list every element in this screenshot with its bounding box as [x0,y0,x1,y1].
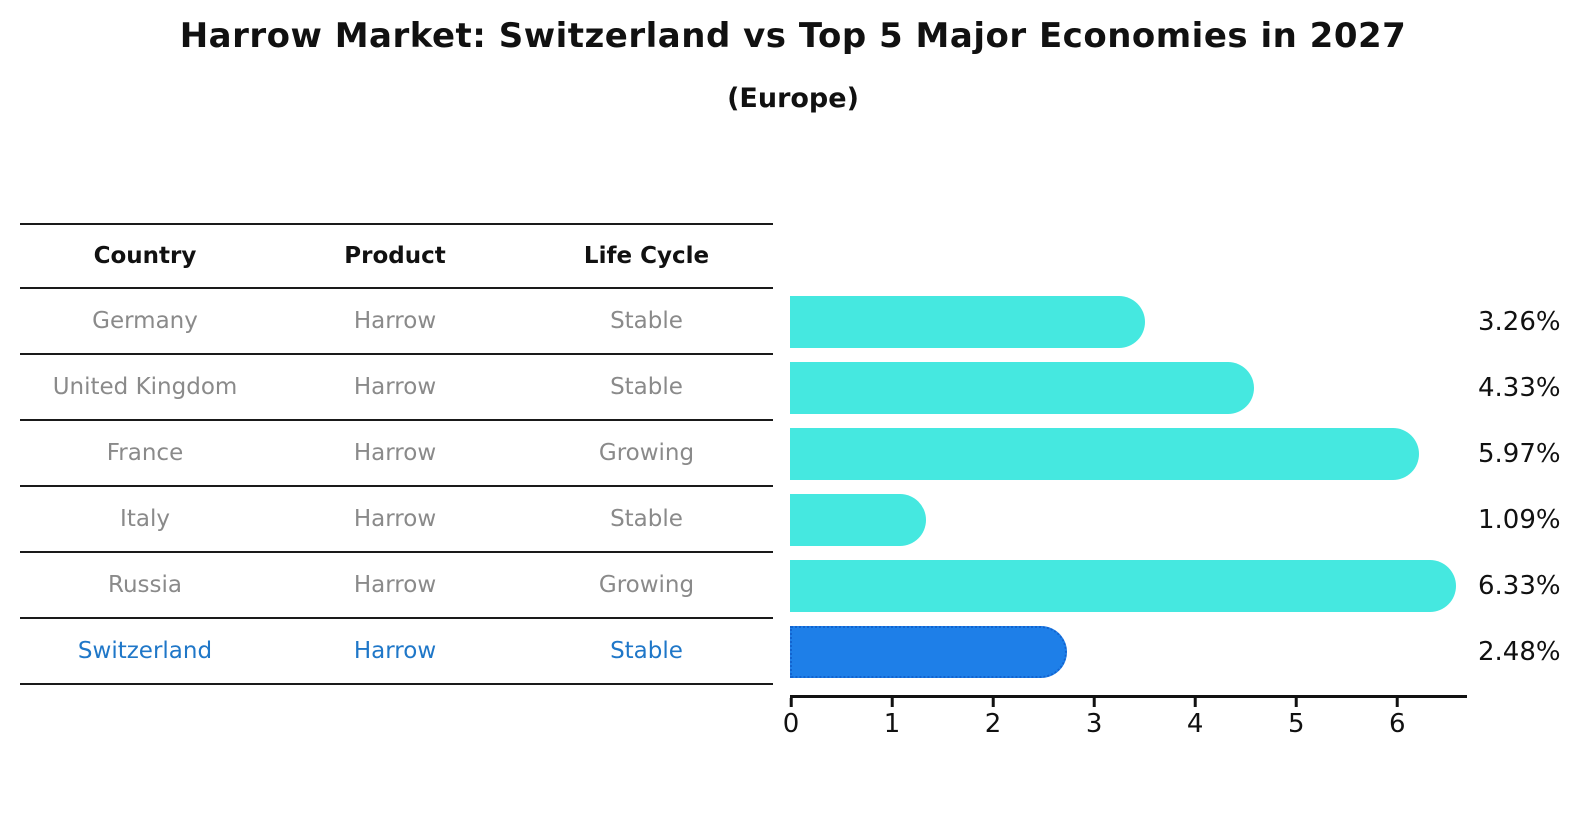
table-row: United Kingdom Harrow Stable [20,355,773,421]
bar-row-russia [790,553,1467,619]
value-labels: 3.26% 4.33% 5.97% 1.09% 6.33% 2.48% [1478,289,1583,685]
x-axis-tick: 0 [782,698,800,739]
bar-france [790,428,1420,480]
tick-label: 5 [1287,709,1305,739]
page-title: Harrow Market: Switzerland vs Top 5 Majo… [179,16,1407,56]
tick-mark [789,698,793,707]
x-axis-tick: 3 [1085,698,1103,739]
value-label-italy: 1.09% [1478,505,1561,535]
bar-row-germany [790,289,1467,355]
x-axis: 0 1 2 3 4 5 6 [783,695,1467,739]
country-cell: France [106,440,184,466]
tick-mark [1092,698,1096,707]
tick-mark [890,698,894,707]
tick-label: 0 [782,709,800,739]
life-cycle-cell: Stable [610,506,683,532]
table-row: Italy Harrow Stable [20,487,773,553]
country-cell: Italy [120,506,170,532]
product-cell: Harrow [353,572,437,598]
bar-united-kingdom [790,362,1254,414]
bar-row-italy [790,487,1467,553]
tick-label: 2 [984,709,1002,739]
life-cycle-cell: Stable [610,374,683,400]
product-cell: Harrow [353,506,437,532]
life-cycle-cell: Stable [610,308,683,334]
x-axis-tick: 2 [984,698,1002,739]
country-cell: Switzerland [77,638,213,664]
table-row: Switzerland Harrow Stable [20,619,773,685]
value-label-united-kingdom: 4.33% [1478,373,1561,403]
table-row: France Harrow Growing [20,421,773,487]
bar-row-france [790,421,1467,487]
tick-mark [1395,698,1399,707]
table-row: Germany Harrow Stable [20,289,773,355]
product-cell: Harrow [353,308,437,334]
country-table: Country Product Life Cycle Germany Harro… [20,223,773,685]
page-subtitle: (Europe) [727,83,859,114]
life-cycle-cell: Stable [610,638,683,664]
table-row: Russia Harrow Growing [20,553,773,619]
bar-row-switzerland [790,619,1467,685]
product-cell: Harrow [353,374,437,400]
table-header-row: Country Product Life Cycle [20,225,773,289]
x-axis-tick: 1 [883,698,901,739]
column-header-life-cycle: Life Cycle [583,243,710,269]
tick-mark [991,698,995,707]
tick-label: 4 [1186,709,1204,739]
bar-row-united-kingdom [790,355,1467,421]
bar-switzerland [790,626,1067,678]
country-cell: United Kingdom [52,374,238,400]
life-cycle-cell: Growing [598,572,695,598]
x-axis-tick: 5 [1287,698,1305,739]
x-axis-tick: 4 [1186,698,1204,739]
value-label-germany: 3.26% [1478,307,1561,337]
bar-germany [790,296,1146,348]
bar-russia [790,560,1456,612]
life-cycle-cell: Growing [598,440,695,466]
bar-chart [790,289,1467,685]
country-cell: Germany [92,308,198,334]
value-label-russia: 6.33% [1478,571,1561,601]
x-axis-tick: 6 [1389,698,1406,739]
tick-mark [1294,698,1298,707]
value-label-switzerland: 2.48% [1478,637,1561,667]
column-header-product: Product [344,243,446,269]
country-cell: Russia [108,572,182,598]
tick-label: 6 [1388,709,1406,739]
value-label-france: 5.97% [1478,439,1561,469]
product-cell: Harrow [353,440,437,466]
tick-label: 3 [1085,709,1103,739]
tick-mark [1193,698,1197,707]
bar-italy [790,494,927,546]
product-cell: Harrow [353,638,437,664]
column-header-country: Country [93,243,197,269]
tick-label: 1 [883,709,901,739]
